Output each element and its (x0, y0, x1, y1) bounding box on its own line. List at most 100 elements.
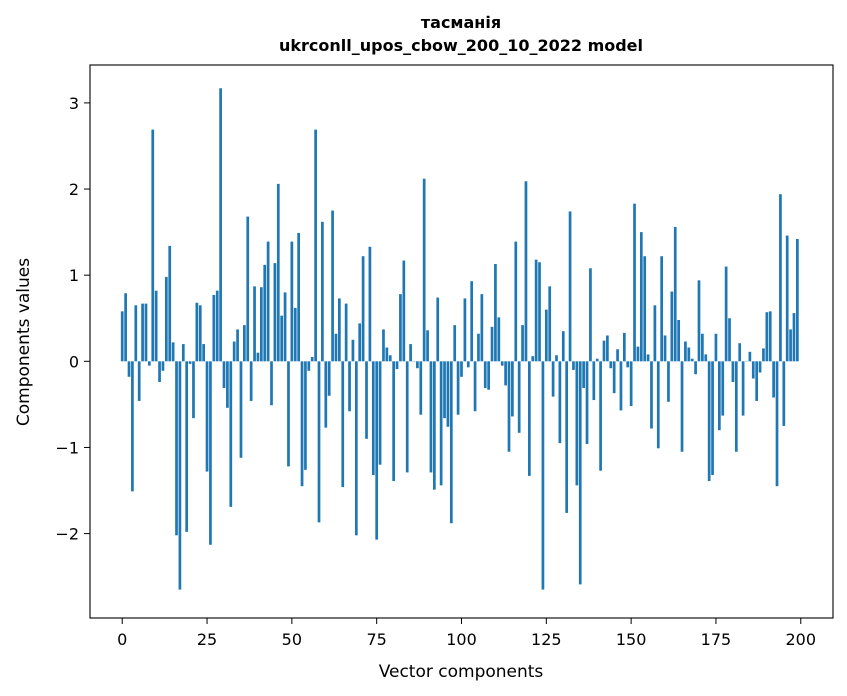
chart-title: тасманія (421, 13, 501, 32)
bar (205, 361, 209, 472)
bar (338, 298, 341, 362)
bar (612, 361, 616, 394)
bar (460, 361, 463, 377)
bar (456, 361, 460, 415)
bar (433, 361, 436, 490)
bar (351, 339, 355, 362)
x-axis-label: Vector components (379, 662, 544, 682)
bar (409, 344, 412, 362)
bar (127, 361, 131, 377)
bar (477, 333, 480, 362)
bar (772, 361, 775, 398)
bar (124, 293, 127, 362)
bar (792, 313, 796, 362)
bar (314, 129, 317, 362)
bar (789, 329, 792, 362)
bar (585, 361, 589, 444)
bar (449, 361, 453, 524)
bar (748, 351, 752, 362)
y-tick-label: 3 (69, 94, 79, 113)
bar (185, 361, 189, 532)
bar (714, 333, 718, 362)
bar (728, 318, 731, 362)
bar (307, 361, 311, 371)
bar (222, 361, 226, 389)
bar (348, 361, 351, 412)
bar (287, 361, 290, 467)
bar (622, 332, 626, 362)
bar (639, 232, 643, 362)
bar (137, 361, 141, 401)
bar (341, 361, 345, 488)
bar (300, 361, 304, 487)
y-tick-label: 2 (69, 180, 79, 199)
bar (276, 183, 280, 362)
bar (575, 361, 579, 486)
bar (528, 361, 531, 476)
bar (249, 361, 253, 401)
bar (548, 286, 552, 362)
bar (796, 239, 799, 362)
bar (283, 292, 287, 362)
plot-frame (89, 64, 834, 619)
bar (385, 347, 389, 362)
bar (192, 361, 195, 419)
bar (711, 361, 714, 476)
bar (290, 241, 294, 362)
bar (446, 361, 450, 427)
bar (148, 361, 151, 366)
x-tick-label: 125 (531, 630, 562, 649)
bar (650, 361, 653, 429)
bar (212, 294, 216, 362)
y-tick-label: 0 (69, 352, 79, 371)
bar (663, 335, 667, 362)
bar (120, 311, 124, 362)
bar (738, 343, 742, 362)
bar (687, 347, 691, 362)
bar (229, 361, 233, 507)
bar (701, 333, 704, 362)
bar (195, 302, 199, 362)
bar (324, 361, 328, 428)
bar (236, 329, 239, 362)
x-tick-label: 175 (701, 630, 732, 649)
bar (259, 287, 263, 362)
bar (168, 245, 172, 362)
bar (473, 361, 477, 412)
bar (768, 311, 772, 362)
bar (667, 361, 670, 402)
bar (426, 330, 429, 362)
bar (602, 340, 606, 362)
bar (531, 356, 535, 362)
bar (392, 361, 395, 482)
bar (443, 361, 446, 419)
bar (202, 344, 206, 362)
bar (561, 331, 565, 362)
bar (544, 309, 548, 362)
bar (270, 361, 273, 406)
bar (629, 361, 633, 407)
bar (633, 203, 636, 362)
bar (371, 361, 375, 476)
bar (653, 305, 657, 362)
bar (619, 361, 623, 411)
bar (399, 294, 402, 362)
bar (684, 341, 687, 362)
bar (175, 361, 178, 536)
bar (144, 303, 148, 362)
bar (582, 361, 585, 389)
x-tick-label: 150 (616, 630, 647, 649)
bar (327, 361, 331, 396)
bar (782, 361, 786, 426)
bar (762, 348, 765, 362)
bar (256, 352, 260, 362)
x-tick-label: 50 (282, 630, 302, 649)
bar (273, 263, 277, 362)
bar (690, 358, 694, 362)
bar (405, 361, 409, 473)
bar (497, 317, 501, 362)
bar (755, 361, 759, 401)
bar (565, 361, 569, 513)
bar (578, 361, 582, 585)
bar (331, 210, 334, 362)
